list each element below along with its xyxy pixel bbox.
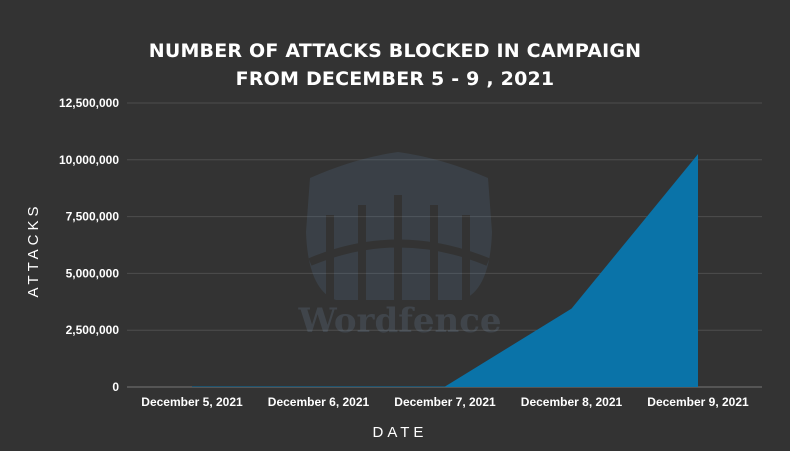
chart-title-line-2: FROM DECEMBER 5 - 9 , 2021	[235, 68, 555, 90]
wordfence-watermark: Wordfence	[297, 152, 502, 341]
y-tick-label: 2,500,000	[66, 323, 120, 337]
x-tick-label: December 6, 2021	[268, 395, 370, 409]
castle-gate-lines	[308, 195, 490, 300]
y-tick-label: 7,500,000	[66, 210, 120, 224]
x-tick-label: December 8, 2021	[521, 395, 623, 409]
x-tick-label: December 9, 2021	[647, 395, 749, 409]
y-tick-label: 10,000,000	[59, 153, 119, 167]
wordfence-castle-logo	[306, 152, 492, 300]
y-tick-label: 12,500,000	[59, 96, 119, 110]
x-tick-label: December 7, 2021	[394, 395, 496, 409]
x-axis-ticks: December 5, 2021 December 6, 2021 December…	[141, 395, 749, 409]
y-tick-label: 5,000,000	[66, 266, 120, 280]
y-axis-label: ATTACKS	[25, 203, 42, 298]
y-tick-label: 0	[112, 380, 119, 394]
y-axis-ticks: 0 2,500,000 5,000,000 7,500,000 10,000,000 12…	[59, 96, 119, 394]
x-tick-label: December 5, 2021	[141, 395, 243, 409]
series-area	[191, 154, 699, 387]
wordfence-watermark-text: Wordfence	[297, 301, 501, 341]
chart-title-line-1: NUMBER OF ATTACKS BLOCKED IN CAMPAIGN	[148, 40, 642, 62]
x-axis-label: DATE	[373, 424, 428, 441]
series-area-fill	[192, 154, 698, 387]
